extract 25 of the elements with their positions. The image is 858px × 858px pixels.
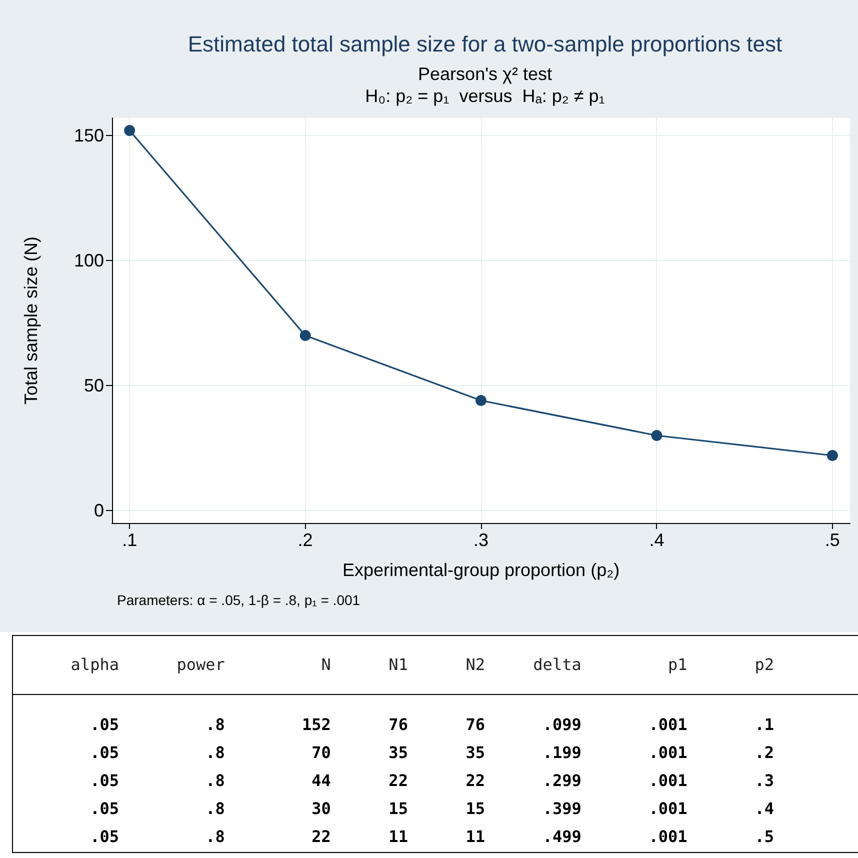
point xyxy=(476,395,486,406)
y-tick-label: 100 xyxy=(74,250,104,270)
text: .05 .8 30 15 15 .399 .001 .4 xyxy=(89,798,775,820)
point xyxy=(826,450,838,461)
text: .05 .8 70 35 35 .199 .001 .2 xyxy=(89,742,775,764)
point xyxy=(300,330,311,341)
x-tick-label: .1 xyxy=(122,530,138,550)
y-tick-label: 50 xyxy=(84,376,104,396)
y-axis-title: Total sample size (N) xyxy=(21,236,41,405)
x-tick-label: .5 xyxy=(824,530,840,550)
point xyxy=(651,430,662,441)
text: alpha power N N1 N2 delta p1 p2 xyxy=(13,636,858,695)
chart-title: Estimated total sample size for a two-sample proportions test xyxy=(188,32,782,56)
chart-subtitle: Pearson's χ² test H₀: p₂ = p₁ versus Hₐ: p₂ ≠ p₁ xyxy=(365,64,605,106)
x-tick-label: .3 xyxy=(473,530,489,550)
text: .05 .8 22 11 11 .499 .001 .5 xyxy=(89,826,775,848)
point xyxy=(124,125,136,136)
text: Parameters: α = .05, 1-β = .8, p₁ = .001 xyxy=(117,592,360,608)
x-tick-label: .4 xyxy=(649,530,664,550)
text: .05 .8 44 22 22 .299 .001 .3 xyxy=(89,770,775,792)
x-tick-label: .2 xyxy=(298,530,313,550)
text: .05 .8 152 76 76 .099 .001 .1 xyxy=(89,714,775,736)
y-tick-label: 0 xyxy=(94,500,104,520)
x-axis-title: Experimental-group proportion (p₂) xyxy=(342,560,620,580)
y-tick-label: 150 xyxy=(74,126,104,146)
